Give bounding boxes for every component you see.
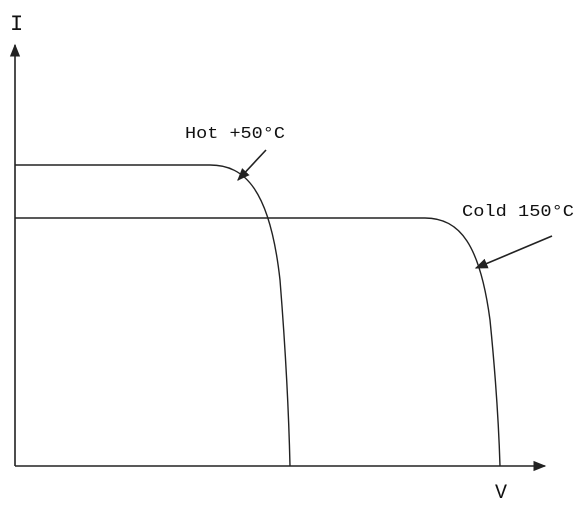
y-axis-label: I bbox=[10, 12, 23, 37]
cold-label: Cold 150°C bbox=[462, 203, 574, 222]
hot-label: Hot +50°C bbox=[185, 125, 285, 144]
x-axis-label: V bbox=[495, 482, 507, 505]
cold-arrow bbox=[474, 235, 553, 269]
cold-curve bbox=[15, 217, 501, 467]
hot-arrow bbox=[237, 149, 267, 181]
hot-curve bbox=[15, 164, 291, 467]
